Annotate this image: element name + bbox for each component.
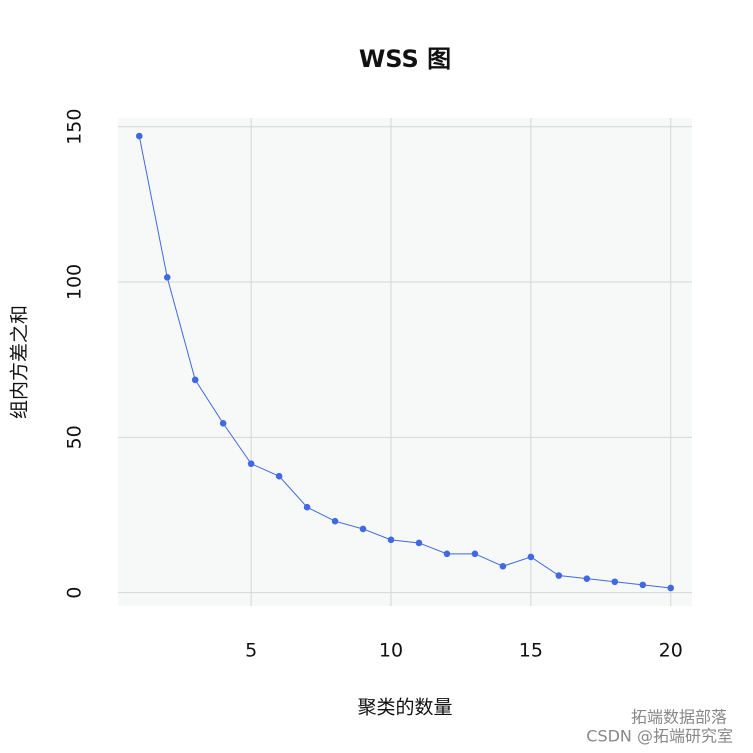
x-tick-label: 15: [519, 640, 543, 662]
y-tick-label: 50: [64, 425, 86, 449]
data-point: [667, 584, 675, 592]
chart-title: WSS 图: [359, 45, 451, 73]
y-tick-label: 150: [64, 109, 86, 145]
data-point: [583, 575, 591, 582]
data-point: [471, 550, 479, 558]
series-line: [138, 135, 671, 589]
data-point: [135, 132, 143, 140]
x-tick-label: 20: [659, 640, 683, 662]
data-point: [555, 572, 563, 579]
watermark: CSDN @拓端研究室: [586, 727, 733, 746]
x-tick-label: 5: [245, 640, 257, 662]
x-axis-label: 聚类的数量: [357, 697, 452, 719]
data-point: [247, 460, 255, 468]
data-point: [359, 525, 367, 533]
data-point: [415, 539, 423, 547]
data-point: [163, 274, 171, 281]
data-point: [275, 472, 283, 480]
data-point: [611, 578, 619, 586]
data-point: [499, 562, 507, 570]
data-point: [191, 376, 199, 384]
data-point: [527, 553, 535, 561]
data-point: [443, 550, 451, 558]
data-point: [639, 581, 647, 589]
data-point: [331, 517, 339, 525]
data-point: [303, 503, 311, 511]
plot-panel: [118, 118, 692, 606]
y-tick-label: 100: [64, 264, 86, 300]
x-tick-label: 10: [379, 640, 403, 662]
data-point: [387, 536, 395, 544]
watermark: 拓端数据部落: [631, 708, 727, 727]
y-tick-label: 0: [64, 587, 86, 599]
data-point: [219, 420, 227, 427]
y-axis-label: 组内方差之和: [9, 305, 31, 419]
